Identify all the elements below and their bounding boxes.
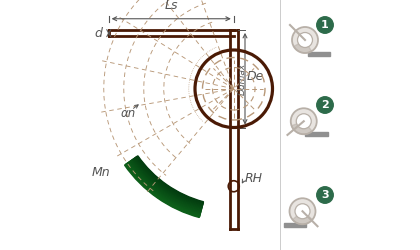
Text: αn: αn [121, 107, 136, 120]
Wedge shape [135, 157, 203, 206]
Wedge shape [291, 121, 312, 134]
Text: RH: RH [245, 172, 263, 185]
Wedge shape [135, 157, 203, 205]
Wedge shape [125, 164, 200, 217]
Wedge shape [136, 156, 203, 204]
Wedge shape [127, 162, 200, 214]
Circle shape [296, 114, 311, 129]
Text: Ddmax: Ddmax [238, 62, 247, 95]
Wedge shape [131, 160, 202, 209]
Text: De: De [246, 70, 264, 83]
Wedge shape [134, 158, 203, 206]
Circle shape [317, 17, 333, 33]
Circle shape [295, 204, 310, 219]
Circle shape [317, 187, 333, 203]
Polygon shape [305, 132, 328, 136]
Text: d: d [94, 27, 102, 40]
Wedge shape [134, 158, 202, 207]
Wedge shape [125, 164, 200, 218]
Circle shape [289, 198, 315, 224]
Circle shape [317, 97, 333, 113]
Wedge shape [136, 156, 203, 203]
Text: Ls: Ls [165, 0, 178, 12]
Wedge shape [126, 164, 200, 216]
Text: 1: 1 [321, 20, 329, 30]
Text: 2: 2 [321, 100, 329, 110]
Wedge shape [294, 40, 312, 53]
Wedge shape [293, 211, 312, 224]
Wedge shape [130, 160, 202, 211]
Wedge shape [126, 163, 200, 215]
Wedge shape [129, 162, 201, 213]
Polygon shape [284, 223, 306, 227]
Text: Mn: Mn [91, 166, 110, 179]
Wedge shape [131, 160, 202, 210]
Circle shape [297, 32, 312, 48]
Text: 3: 3 [321, 190, 329, 200]
Polygon shape [307, 52, 330, 56]
Wedge shape [132, 159, 202, 208]
Wedge shape [133, 158, 202, 208]
Circle shape [291, 108, 317, 134]
Wedge shape [130, 161, 201, 212]
Wedge shape [128, 162, 201, 214]
Circle shape [292, 27, 318, 53]
Wedge shape [129, 161, 201, 212]
